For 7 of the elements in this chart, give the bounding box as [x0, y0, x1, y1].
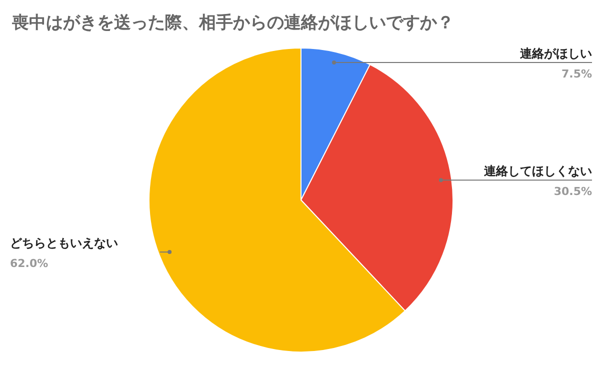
- chart-title: 喪中はがきを送った際、相手からの連絡がほしいですか？: [11, 13, 454, 33]
- data-label: 7.5%: [561, 68, 592, 81]
- data-label: 30.5%: [554, 185, 592, 198]
- slice-label: どちらともいえない: [10, 236, 118, 250]
- data-label: 62.0%: [10, 257, 48, 270]
- slice-label: 連絡がほしい: [519, 46, 592, 61]
- slice-label: 連絡してほしくない: [483, 164, 592, 178]
